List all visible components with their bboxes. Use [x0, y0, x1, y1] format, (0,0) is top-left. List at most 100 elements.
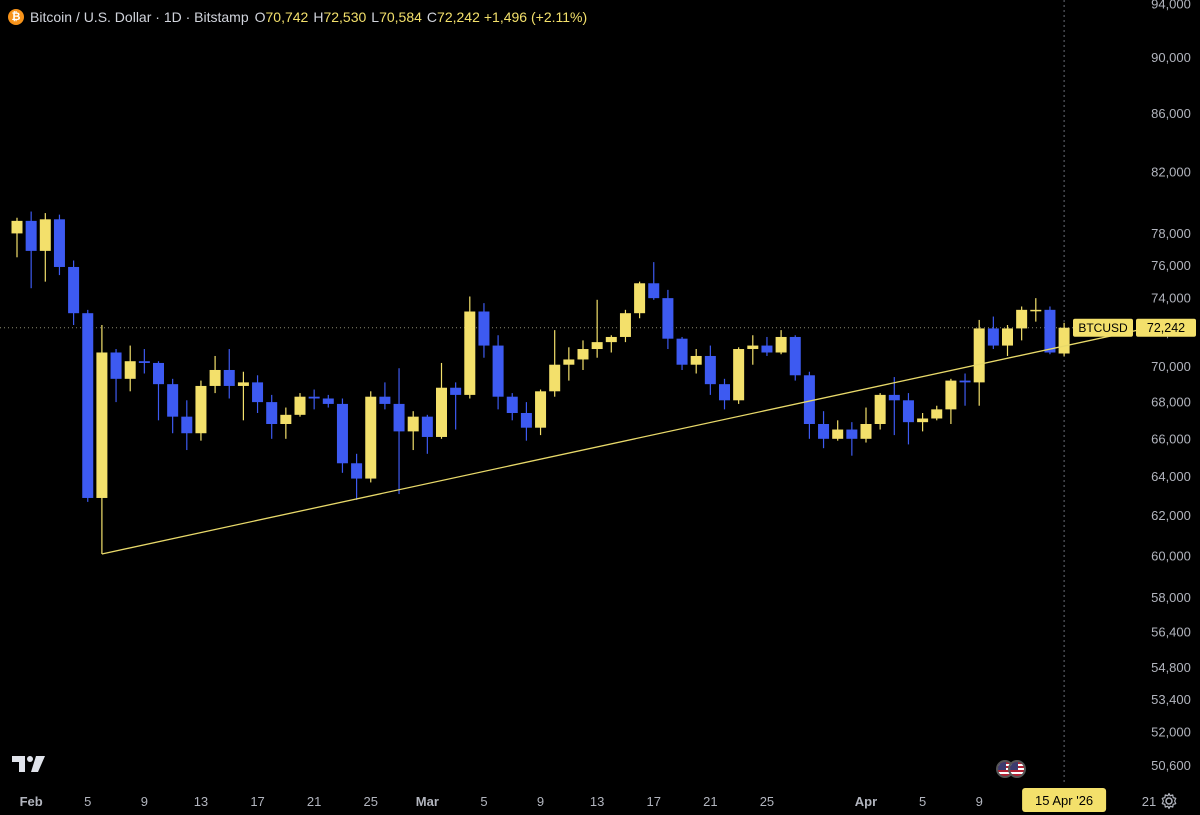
- candle-body: [53, 219, 65, 267]
- close-label: C: [426, 9, 438, 25]
- open-value: 70,742: [265, 9, 309, 25]
- time-tick-label: Mar: [416, 794, 439, 809]
- candle-body: [280, 414, 292, 424]
- candle-body: [11, 220, 23, 234]
- tradingview-logo[interactable]: [12, 752, 46, 776]
- candle-body: [803, 375, 815, 424]
- candle-body: [237, 382, 249, 386]
- candle-body: [945, 380, 957, 410]
- price-tick-label: 52,000: [1151, 724, 1191, 739]
- time-axis[interactable]: [0, 785, 1200, 815]
- gear-icon[interactable]: [1160, 792, 1178, 810]
- price-tick-label: 74,000: [1151, 291, 1191, 306]
- candle-body: [704, 355, 716, 385]
- candle-body: [209, 369, 221, 386]
- price-tick-label: 82,000: [1151, 164, 1191, 179]
- trendline[interactable]: [101, 327, 1150, 555]
- open-label: O: [254, 9, 266, 25]
- candle-body: [818, 423, 830, 439]
- candle-body: [39, 219, 51, 251]
- candle-body: [336, 403, 348, 464]
- candle-body: [195, 385, 207, 434]
- symbol-title[interactable]: Bitcoin / U.S. Dollar · 1D · Bitstamp: [30, 9, 249, 25]
- time-tick-label: Feb: [20, 794, 43, 809]
- candle-body: [492, 345, 504, 397]
- candle-body: [110, 352, 122, 379]
- time-tick-label: 9: [141, 794, 148, 809]
- candle-body: [747, 345, 759, 350]
- candle-body: [987, 328, 999, 346]
- price-tick-label: 54,800: [1151, 660, 1191, 675]
- candle-body: [294, 396, 306, 415]
- candle-body: [619, 313, 631, 337]
- candle-body: [506, 396, 518, 414]
- candle-body: [82, 313, 94, 498]
- price-axis[interactable]: [1135, 0, 1200, 815]
- candle-body: [68, 266, 80, 314]
- candle-body: [379, 396, 391, 404]
- candle-body: [733, 349, 745, 401]
- price-tick-label: 53,400: [1151, 692, 1191, 707]
- candle-body: [181, 416, 193, 434]
- crosshair-date-label-bg: [1022, 788, 1107, 812]
- candle-body: [591, 342, 603, 350]
- candle-body: [1002, 328, 1013, 346]
- price-tick-label: 68,000: [1151, 395, 1191, 410]
- candle-body: [436, 387, 447, 437]
- candle-body: [407, 416, 419, 432]
- candle-body: [393, 403, 405, 432]
- ohlc-values: O70,742 H72,530 L70,584 C72,242: [255, 9, 480, 25]
- candle-body: [563, 359, 575, 365]
- candle-body: [421, 416, 433, 437]
- candle-body: [846, 429, 858, 439]
- time-tick-label: 13: [194, 794, 208, 809]
- candle-body: [520, 413, 532, 428]
- us-flag-icon[interactable]: [1008, 760, 1026, 778]
- high-label: H: [313, 9, 324, 25]
- candle-body: [1016, 309, 1028, 329]
- time-tick-label: 13: [590, 794, 604, 809]
- candle-body: [25, 220, 37, 251]
- candle-body: [124, 361, 136, 379]
- price-tick-label: 56,400: [1151, 625, 1191, 640]
- price-tick-label: 90,000: [1151, 50, 1191, 65]
- time-tick-label: 9: [976, 794, 983, 809]
- low-value: 70,584: [379, 9, 422, 25]
- candle-body: [959, 380, 971, 383]
- candle-body: [1030, 309, 1042, 312]
- time-tick-label: 21: [703, 794, 717, 809]
- candle-body: [96, 352, 108, 498]
- last-price-badge-bg: [1136, 318, 1196, 337]
- candle-body: [1058, 327, 1070, 354]
- crosshair-date-label: 15 Apr '26: [1035, 793, 1093, 808]
- event-markers[interactable]: [996, 760, 1026, 778]
- symbol-price-label-bg: [1073, 318, 1133, 337]
- candle-body: [761, 345, 773, 353]
- candle-body: [167, 384, 179, 417]
- time-tick-label: 21: [1142, 794, 1156, 809]
- bitcoin-icon: ₿: [8, 9, 24, 25]
- price-tick-label: 62,000: [1151, 508, 1191, 523]
- time-tick-label: 9: [537, 794, 544, 809]
- candle-body: [917, 418, 929, 423]
- candle-body: [634, 283, 646, 314]
- candle-body: [223, 369, 235, 386]
- close-value: 72,242: [437, 9, 480, 25]
- price-tick-label: 94,000: [1151, 0, 1191, 12]
- candle-body: [450, 387, 462, 395]
- candle-body: [775, 336, 787, 353]
- candle-body: [860, 423, 872, 439]
- last-price-badge: 72,242: [1147, 321, 1185, 335]
- candle-body: [676, 338, 688, 365]
- high-value: 72,530: [323, 9, 367, 25]
- time-tick-label: 21: [307, 794, 321, 809]
- price-tick-label: 50,600: [1151, 758, 1191, 773]
- time-tick-label: 25: [760, 794, 774, 809]
- time-tick-label: Apr: [855, 794, 877, 809]
- candle-body: [874, 394, 886, 424]
- candle-body: [902, 400, 914, 423]
- price-tick-label: 76,000: [1151, 258, 1191, 273]
- candle-body: [153, 362, 164, 385]
- candle-body: [888, 394, 900, 401]
